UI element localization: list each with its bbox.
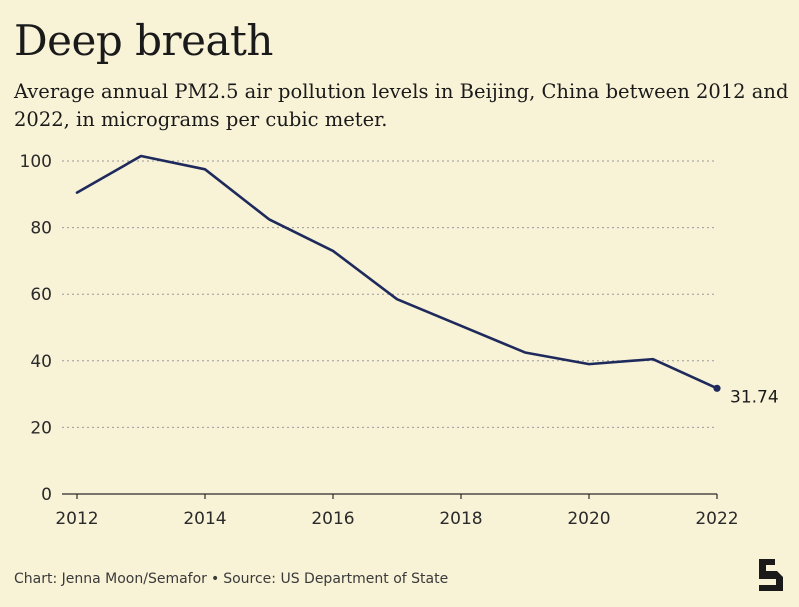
chart-subtitle: Average annual PM2.5 air pollution level… (14, 80, 789, 131)
y-tick-label-80: 80 (30, 219, 52, 239)
data-labels: 31.74 (730, 387, 779, 407)
y-tick-label-40: 40 (30, 352, 52, 372)
data-point-2022 (713, 384, 721, 392)
series-pm25 (75, 154, 721, 392)
y-tick-label-20: 20 (30, 418, 52, 438)
x-tick-label-2020: 2020 (567, 509, 610, 529)
chart-credit: Chart: Jenna Moon/Semafor (14, 571, 207, 587)
gridlines (62, 160, 717, 428)
line-chart: 0 20 40 60 80 100 2012 2014 2016 2018 2020 2022 31.… (20, 152, 779, 529)
y-tick-label-60: 60 (30, 285, 52, 305)
x-tick-label-2012: 2012 (55, 509, 98, 529)
x-tick-label-2016: 2016 (311, 509, 354, 529)
end-value-label: 31.74 (730, 387, 779, 407)
series-line-pm25 (75, 154, 719, 390)
semafor-s-logo-icon (759, 559, 783, 591)
x-tick-label-2018: 2018 (439, 509, 482, 529)
chart-title: Deep breath (14, 16, 273, 65)
y-tick-label-0: 0 (41, 485, 52, 505)
x-tick-label-2022: 2022 (695, 509, 738, 529)
chart-source: Source: US Department of State (223, 571, 449, 587)
chart-footer: Chart: Jenna Moon/Semafor • Source: US Dep… (14, 571, 448, 587)
axes: 0 20 40 60 80 100 2012 2014 2016 2018 2020 2022 (20, 152, 739, 529)
footer-separator: • (210, 571, 220, 587)
x-tick-label-2014: 2014 (183, 509, 226, 529)
y-tick-label-100: 100 (20, 152, 52, 172)
